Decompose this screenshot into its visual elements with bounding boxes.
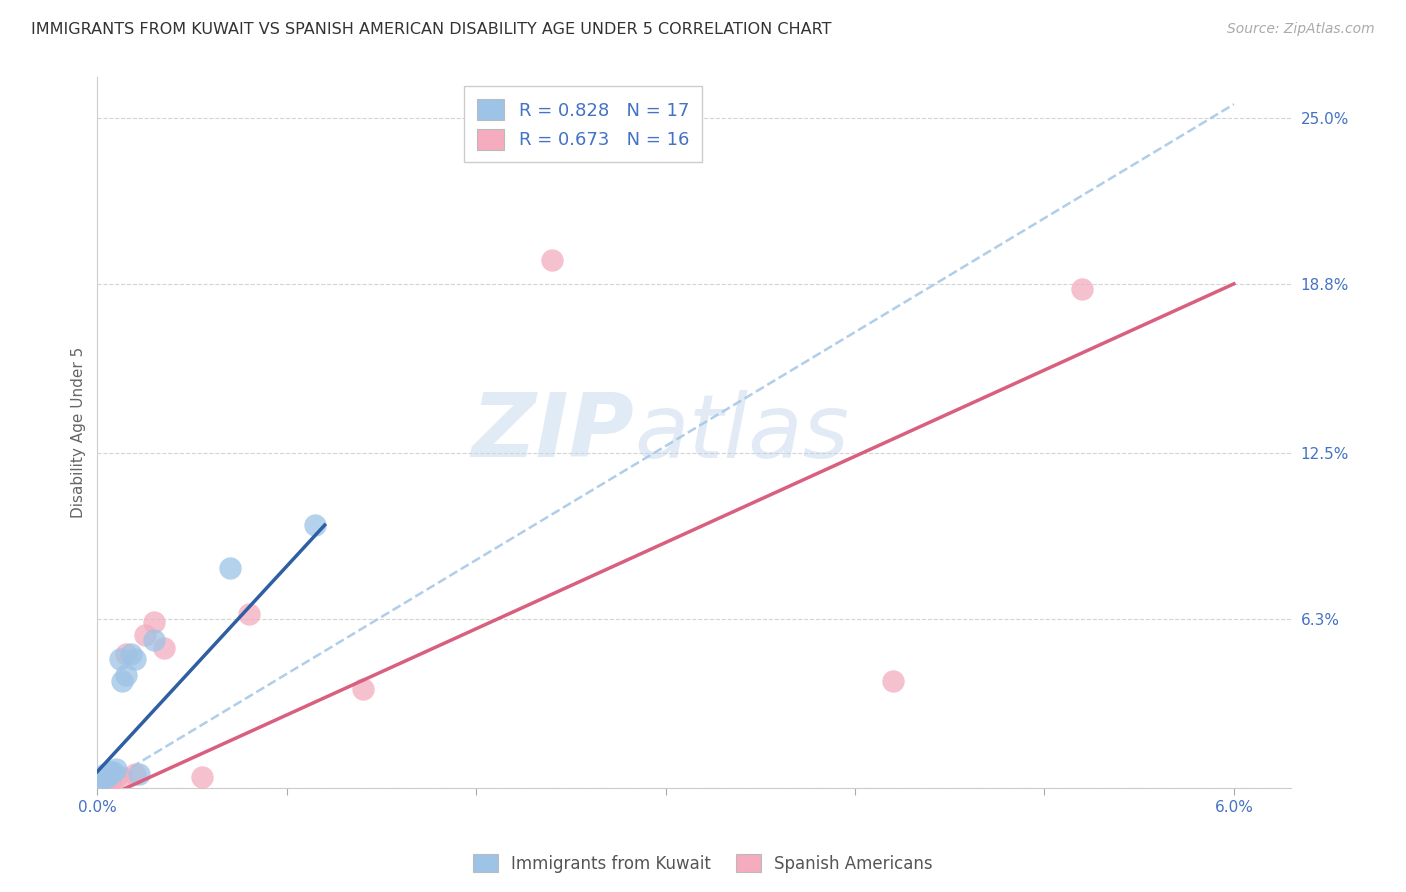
Point — [190, 770, 212, 784]
Point — [96, 770, 118, 784]
Point — [91, 770, 114, 784]
Point — [96, 772, 118, 787]
Point — [882, 673, 904, 688]
Point — [124, 767, 146, 781]
Point — [238, 607, 260, 621]
Point — [541, 252, 564, 267]
Point — [105, 762, 128, 776]
Point — [94, 767, 117, 781]
Point — [90, 772, 112, 787]
Point — [111, 673, 134, 688]
Point — [100, 764, 122, 779]
Point — [114, 668, 136, 682]
Point — [91, 775, 114, 789]
Point — [219, 561, 242, 575]
Text: atlas: atlas — [634, 390, 849, 475]
Text: ZIP: ZIP — [471, 389, 634, 476]
Legend: R = 0.828   N = 17, R = 0.673   N = 16: R = 0.828 N = 17, R = 0.673 N = 16 — [464, 87, 702, 162]
Point — [143, 633, 166, 648]
Point — [108, 652, 131, 666]
Point — [124, 652, 146, 666]
Y-axis label: Disability Age Under 5: Disability Age Under 5 — [72, 347, 86, 518]
Point — [1071, 282, 1094, 296]
Text: IMMIGRANTS FROM KUWAIT VS SPANISH AMERICAN DISABILITY AGE UNDER 5 CORRELATION CH: IMMIGRANTS FROM KUWAIT VS SPANISH AMERIC… — [31, 22, 831, 37]
Point — [304, 518, 326, 533]
Point — [101, 764, 124, 779]
Point — [100, 772, 122, 787]
Point — [143, 615, 166, 629]
Point — [352, 681, 374, 696]
Legend: Immigrants from Kuwait, Spanish Americans: Immigrants from Kuwait, Spanish American… — [467, 847, 939, 880]
Point — [105, 770, 128, 784]
Text: Source: ZipAtlas.com: Source: ZipAtlas.com — [1227, 22, 1375, 37]
Point — [120, 647, 142, 661]
Point — [134, 628, 156, 642]
Point — [128, 767, 150, 781]
Point — [111, 770, 134, 784]
Point — [114, 647, 136, 661]
Point — [97, 767, 120, 781]
Point — [152, 641, 174, 656]
